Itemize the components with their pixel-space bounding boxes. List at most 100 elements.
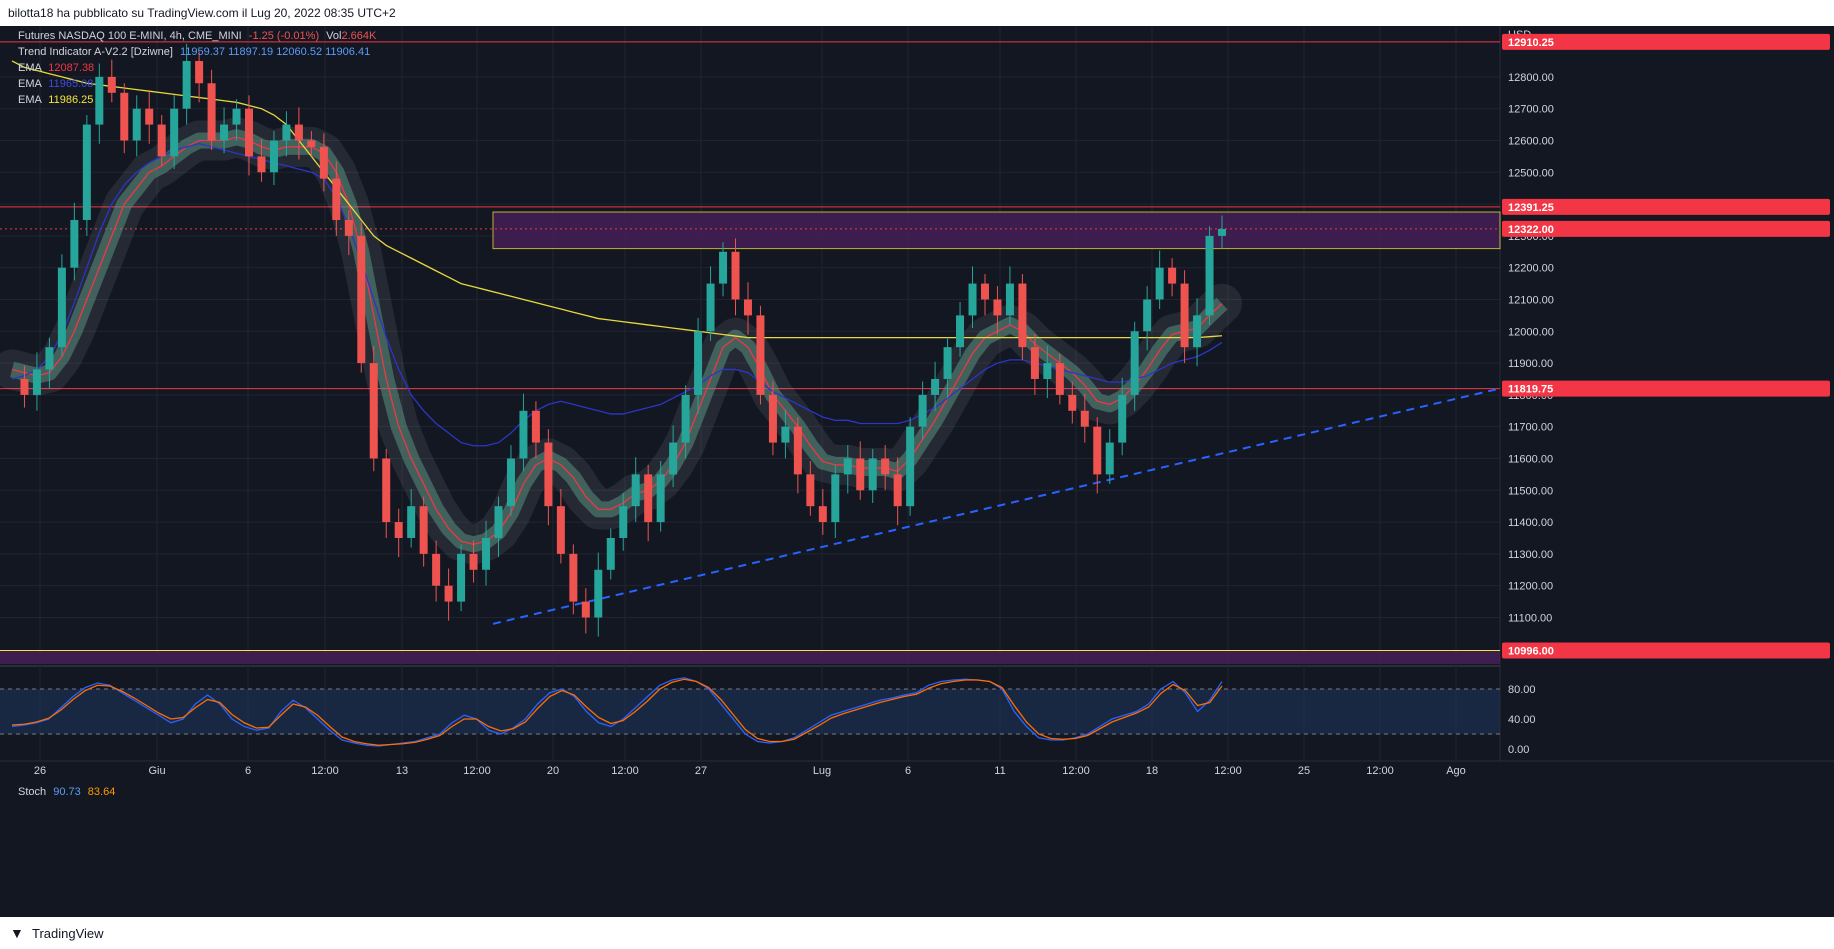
candle-body	[719, 251, 728, 284]
price-tag-label: 11819.75	[1508, 384, 1553, 396]
legend-ema3-label: EMA	[18, 94, 42, 106]
candle-body	[157, 124, 166, 157]
candle-body	[257, 156, 266, 173]
price-tick-label: 11700.00	[1508, 422, 1553, 434]
candle-body	[1143, 299, 1152, 332]
price-tag-label: 12391.25	[1508, 202, 1554, 214]
candle-body	[57, 267, 66, 348]
candle-body	[107, 76, 116, 93]
candle-body	[881, 458, 890, 475]
candle-body	[956, 315, 965, 348]
candle-body	[1105, 442, 1114, 475]
candle-body	[631, 474, 640, 507]
candle-body	[906, 426, 915, 507]
legend-vol-value: 2.664K	[341, 30, 377, 42]
legend-stoch-k: 90.73	[53, 786, 81, 798]
candle-body	[506, 458, 515, 507]
legend-ema3-row: EMA 11986.25	[18, 94, 93, 106]
price-tick-label: 12500.00	[1508, 167, 1554, 179]
footer-brand: TradingView	[32, 926, 104, 941]
price-tag-label: 10996.00	[1508, 646, 1554, 658]
price-tag-box	[1502, 380, 1830, 397]
candle-body	[868, 458, 877, 491]
candle-body	[419, 506, 428, 554]
time-tick-label: Lug	[813, 765, 831, 777]
candle-body	[656, 474, 665, 523]
candle-body	[931, 378, 940, 395]
candle-body	[1205, 235, 1214, 316]
legend-stoch-d: 83.64	[87, 786, 116, 798]
legend-ema3-value: 11986.25	[48, 94, 94, 106]
time-tick-label: 18	[1146, 765, 1158, 777]
price-tag-label: 12322.00	[1508, 224, 1554, 236]
candle-body	[482, 537, 491, 570]
candle-body	[32, 369, 41, 395]
time-tick-label: 12:00	[611, 765, 639, 777]
price-chart[interactable]: 12800.0012700.0012600.0012500.0012400.00…	[0, 26, 1834, 917]
candle-body	[669, 442, 678, 475]
candle-body	[1155, 267, 1164, 300]
candle-body	[195, 60, 204, 84]
price-tick-label: 12000.00	[1508, 326, 1554, 338]
candle-body	[856, 458, 865, 491]
candle-body	[45, 347, 54, 370]
candle-body	[556, 506, 565, 554]
candle-body	[743, 299, 752, 316]
candle-body	[182, 60, 191, 109]
candle-body	[1018, 283, 1027, 348]
stoch-line-d	[11, 678, 1223, 746]
candle-body	[581, 601, 590, 618]
resistance-zone	[492, 211, 1501, 250]
candle-body	[444, 585, 453, 602]
price-tick-label: 11300.00	[1508, 549, 1553, 561]
candle-body	[843, 458, 852, 475]
candle-body	[307, 140, 316, 147]
legend-stoch-row: Stoch 90.73 83.64	[18, 786, 115, 798]
price-tick-label: 11600.00	[1508, 453, 1553, 465]
price-tick-label: 12800.00	[1508, 72, 1554, 84]
candle-body	[369, 363, 378, 459]
ascending-trendline	[492, 387, 1501, 625]
candle-body	[731, 251, 740, 300]
candle-body	[245, 108, 254, 157]
legend-symbol-row: Futures NASDAQ 100 E-MINI, 4h, CME_MINI …	[18, 30, 376, 42]
candle-body	[95, 76, 104, 125]
legend-stoch-label: Stoch	[18, 786, 47, 798]
time-tick-label: Giu	[148, 765, 165, 777]
legend-symbol: Futures NASDAQ 100 E-MINI, 4h, CME_MINI	[18, 30, 242, 42]
candle-body	[145, 108, 154, 125]
legend-ema1-value: 12087.38	[48, 62, 95, 74]
stoch-band	[0, 689, 1500, 734]
candle-body	[394, 522, 403, 538]
price-tick-label: 12100.00	[1508, 294, 1554, 306]
lower-zone	[0, 650, 1500, 664]
candle-body	[1168, 267, 1177, 284]
candle-body	[120, 92, 129, 141]
price-tick-label: 11100.00	[1508, 612, 1552, 624]
candle-body	[781, 426, 790, 443]
candle-body	[282, 124, 291, 141]
price-tag-box	[1502, 198, 1830, 215]
candle-body	[269, 140, 278, 173]
candle-body	[457, 553, 466, 602]
candle-body	[1030, 347, 1039, 379]
candle-body	[1118, 394, 1127, 443]
price-tick-label: 11400.00	[1508, 517, 1553, 529]
price-tick-label: 11900.00	[1508, 358, 1553, 370]
candle-body	[694, 331, 703, 395]
stoch-tick-label: 0.00	[1508, 744, 1529, 756]
candle-body	[619, 506, 628, 538]
candle-body	[943, 347, 952, 379]
candles	[20, 43, 1226, 637]
candle-body	[968, 283, 977, 316]
candle-body	[1180, 283, 1189, 348]
candle-body	[531, 410, 540, 443]
candle-body	[20, 378, 29, 395]
time-tick-label: 12:00	[1214, 765, 1242, 777]
legend-vol-label: Vol	[326, 30, 342, 42]
candle-body	[232, 108, 241, 125]
legend-ema2-row: EMA 11965.08	[18, 78, 93, 90]
candle-body	[644, 474, 653, 523]
candle-body	[993, 299, 1002, 316]
time-tick-label: 20	[547, 765, 559, 777]
